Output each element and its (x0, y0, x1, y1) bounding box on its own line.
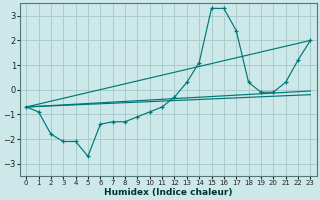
X-axis label: Humidex (Indice chaleur): Humidex (Indice chaleur) (104, 188, 233, 197)
